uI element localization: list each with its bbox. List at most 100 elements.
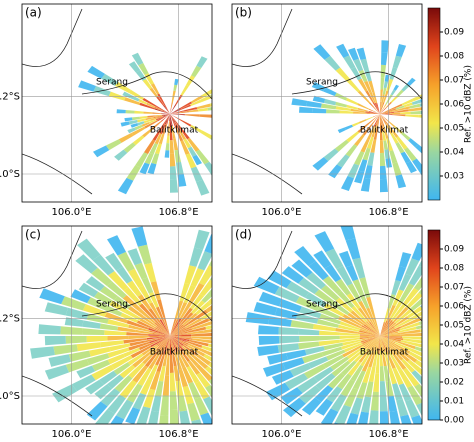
- radar-cell: [367, 136, 374, 149]
- radar-cell: [124, 97, 141, 105]
- radar-cell: [170, 372, 176, 392]
- radar-cell: [170, 114, 177, 128]
- radar-cell: [163, 114, 170, 117]
- radar-cell: [389, 150, 398, 164]
- radar-cell: [278, 336, 300, 344]
- radar-cell: [364, 381, 374, 398]
- radar-cell: [207, 343, 212, 348]
- radar-cell: [402, 367, 420, 387]
- colorbar-tick-label: 0.05: [444, 124, 464, 134]
- radar-cell: [368, 321, 380, 336]
- radar-cell: [48, 354, 71, 367]
- radar-cell: [407, 385, 422, 406]
- radar-cell: [409, 297, 422, 312]
- radar-cell: [274, 286, 300, 303]
- radar-cell: [380, 411, 390, 424]
- radar-cell: [156, 115, 164, 119]
- radar-cell: [170, 108, 172, 114]
- radar-cell: [170, 109, 181, 114]
- radar-cell: [114, 81, 131, 93]
- radar-cell: [337, 127, 347, 134]
- radar-cell: [359, 277, 371, 298]
- radar-cell: [182, 366, 193, 384]
- radar-cell: [418, 114, 422, 118]
- radar-cell: [144, 262, 157, 283]
- radar-cell: [105, 252, 123, 271]
- radar-cell: [409, 348, 422, 357]
- radar-cell: [382, 104, 387, 110]
- radar-cell: [85, 379, 105, 395]
- radar-cell: [117, 251, 135, 272]
- radar-cell: [324, 264, 342, 282]
- radar-cell: [211, 89, 212, 90]
- radar-cell: [94, 409, 115, 424]
- radar-cell: [304, 346, 325, 356]
- radar-cell: [119, 364, 136, 379]
- radar-cell: [405, 292, 422, 309]
- radar-cell: [406, 306, 422, 319]
- radar-cell: [99, 323, 119, 331]
- colorbar: [427, 229, 441, 421]
- radar-cell: [279, 299, 302, 313]
- radar-cell: [44, 336, 66, 346]
- radar-cell: [204, 234, 212, 254]
- radar-cell: [180, 85, 189, 96]
- radar-cell: [312, 95, 326, 103]
- radar-cell: [138, 63, 149, 75]
- radar-cell: [185, 75, 195, 87]
- radar-cell: [120, 121, 130, 127]
- radar-cell: [420, 329, 422, 333]
- radar-cell: [156, 96, 164, 106]
- y-tick-label: 6.2°S: [0, 314, 20, 325]
- panel-frame: [231, 3, 423, 203]
- radar-cell: [70, 289, 91, 304]
- radar-cell: [336, 43, 350, 58]
- radar-cell: [145, 117, 154, 121]
- radar-cell: [170, 179, 179, 193]
- radar-cell: [386, 79, 394, 92]
- radar-cell: [302, 352, 324, 364]
- place-label: Serang: [96, 300, 128, 310]
- radar-cell: [30, 346, 55, 359]
- radar-cell: [203, 354, 212, 362]
- radar-cell: [101, 73, 118, 86]
- radar-cell: [75, 254, 98, 274]
- radar-cell: [158, 365, 166, 382]
- radar-cell: [128, 362, 145, 379]
- radar-cell: [138, 285, 153, 304]
- radar-cell: [126, 332, 149, 336]
- radar-cell: [76, 365, 96, 379]
- radar-cell: [170, 114, 176, 123]
- radar-cell: [345, 98, 359, 105]
- radar-cell: [358, 159, 368, 172]
- radar-cell: [368, 111, 380, 114]
- radar-cell: [291, 98, 308, 107]
- radar-cell: [467, 396, 474, 416]
- radar-cell: [380, 114, 388, 121]
- radar-cell: [220, 363, 241, 377]
- radar-cell: [380, 336, 394, 353]
- radar-cell: [359, 326, 380, 336]
- radar-cell: [215, 341, 238, 348]
- radar-cell: [111, 355, 133, 370]
- radar-cell: [180, 104, 191, 110]
- radar-cell: [108, 91, 126, 101]
- radar-cell: [183, 138, 192, 149]
- radar-cell: [187, 309, 208, 325]
- radar-cell: [380, 332, 401, 336]
- radar-cell: [420, 304, 422, 309]
- radar-cell: [170, 336, 187, 342]
- radar-cell: [159, 319, 170, 336]
- radar-cell: [399, 283, 415, 303]
- radar-cell: [283, 397, 306, 418]
- radar-cell: [410, 111, 421, 114]
- radar-cell: [375, 114, 380, 126]
- radar-fan: [291, 40, 422, 193]
- radar-cell: [321, 285, 340, 301]
- radar-cell: [373, 126, 379, 140]
- radar-cell: [418, 320, 422, 325]
- radar-cell: [161, 114, 170, 128]
- radar-cell: [391, 351, 407, 370]
- radar-cell: [91, 359, 111, 372]
- radar-cell: [372, 102, 380, 114]
